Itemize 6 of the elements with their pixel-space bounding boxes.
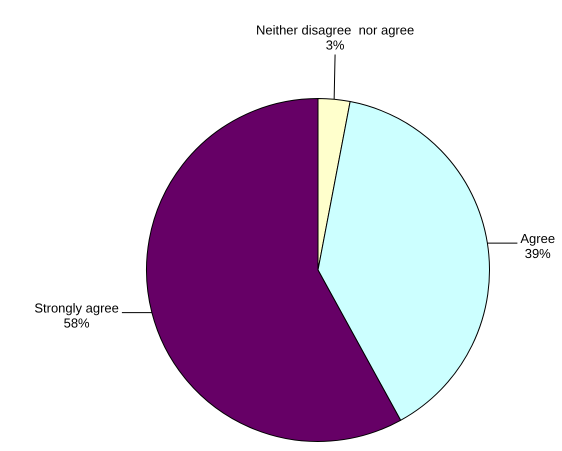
data-label: 58% (64, 316, 90, 331)
data-label: 3% (326, 38, 345, 53)
data-label: 39% (524, 246, 552, 262)
slice-label: Neither disagree nor agree (256, 22, 414, 38)
slice-label: Agree (520, 231, 556, 246)
slice-label: Strongly agree (34, 300, 119, 316)
